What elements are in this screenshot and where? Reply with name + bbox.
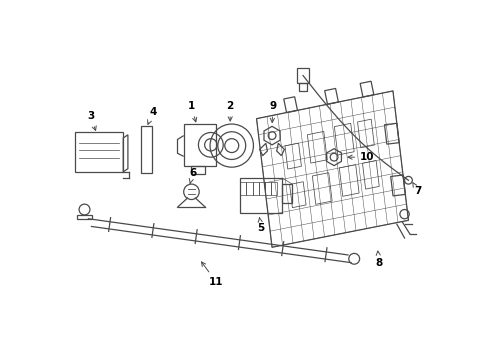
- Text: 3: 3: [87, 111, 96, 130]
- Text: 7: 7: [413, 183, 421, 196]
- Text: 11: 11: [201, 262, 223, 287]
- Text: 4: 4: [147, 108, 156, 124]
- Text: 2: 2: [226, 101, 234, 121]
- Text: 9: 9: [270, 101, 276, 122]
- Text: 5: 5: [258, 217, 265, 233]
- Text: 10: 10: [348, 152, 375, 162]
- Text: 6: 6: [189, 167, 196, 183]
- Text: 1: 1: [188, 101, 196, 122]
- Text: 8: 8: [375, 251, 383, 267]
